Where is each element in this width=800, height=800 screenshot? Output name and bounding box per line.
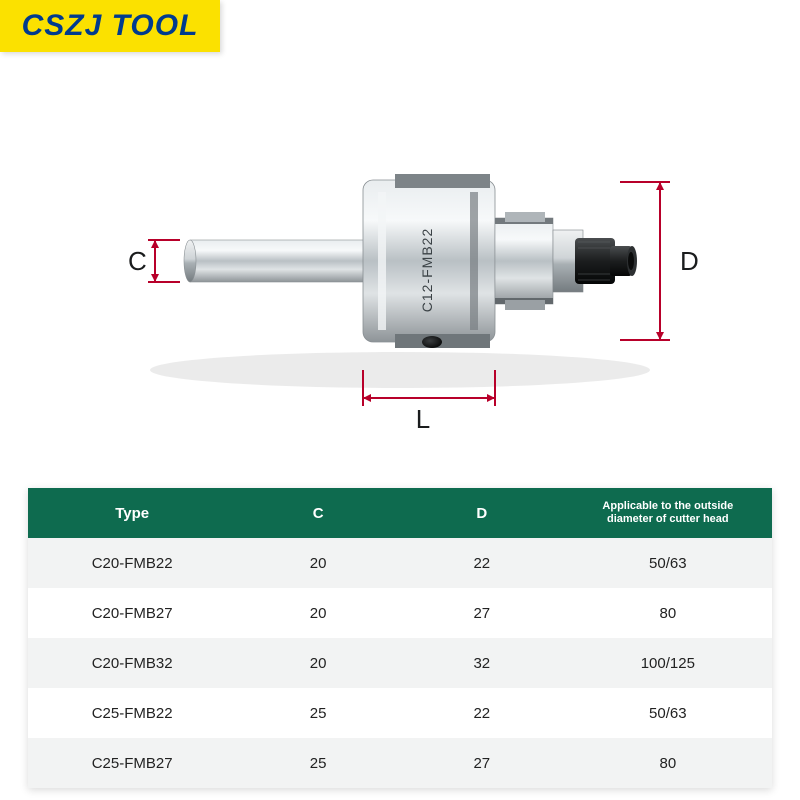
spec-table: Type C D Applicable to the outside diame… <box>28 488 772 788</box>
cell-d: 22 <box>400 538 564 588</box>
product-diagram: C12-FMB22 C <box>0 70 800 450</box>
spec-table-container: Type C D Applicable to the outside diame… <box>28 488 772 788</box>
cell-d: 27 <box>400 738 564 788</box>
table-header: Type C D Applicable to the outside diame… <box>28 488 772 538</box>
cell-type: C25-FMB22 <box>28 688 236 738</box>
brand-text: CSZJ TOOL <box>22 9 199 43</box>
cell-d: 27 <box>400 588 564 638</box>
label-c: C <box>128 246 147 276</box>
cell-app: 50/63 <box>564 538 772 588</box>
cell-d: 32 <box>400 638 564 688</box>
label-l: L <box>416 404 430 434</box>
col-header-app-l2: diameter of cutter head <box>570 513 766 526</box>
cell-app: 80 <box>564 588 772 638</box>
col-header-app-l1: Applicable to the outside <box>570 500 766 513</box>
cell-app: 100/125 <box>564 638 772 688</box>
brand-banner: CSZJ TOOL <box>0 0 220 52</box>
col-header-c: C <box>236 488 400 538</box>
cell-app: 80 <box>564 738 772 788</box>
cell-type: C20-FMB32 <box>28 638 236 688</box>
engraving-text: C12-FMB22 <box>419 228 435 312</box>
table-row: C25-FMB27 25 27 80 <box>28 738 772 788</box>
dimension-c <box>148 240 180 282</box>
cell-type: C20-FMB27 <box>28 588 236 638</box>
table-row: C25-FMB22 25 22 50/63 <box>28 688 772 738</box>
table-row: C20-FMB22 20 22 50/63 <box>28 538 772 588</box>
cell-c: 20 <box>236 638 400 688</box>
cell-c: 20 <box>236 538 400 588</box>
cell-d: 22 <box>400 688 564 738</box>
cell-c: 25 <box>236 738 400 788</box>
col-header-type: Type <box>28 488 236 538</box>
cell-c: 25 <box>236 688 400 738</box>
table-row: C20-FMB27 20 27 80 <box>28 588 772 638</box>
col-header-d: D <box>400 488 564 538</box>
diagram-svg: C12-FMB22 C <box>0 70 800 450</box>
label-d: D <box>680 246 699 276</box>
col-header-app: Applicable to the outside diameter of cu… <box>564 488 772 538</box>
cell-c: 20 <box>236 588 400 638</box>
table-body: C20-FMB22 20 22 50/63 C20-FMB27 20 27 80… <box>28 538 772 788</box>
cell-type: C25-FMB27 <box>28 738 236 788</box>
table-row: C20-FMB32 20 32 100/125 <box>28 638 772 688</box>
cell-type: C20-FMB22 <box>28 538 236 588</box>
cell-app: 50/63 <box>564 688 772 738</box>
